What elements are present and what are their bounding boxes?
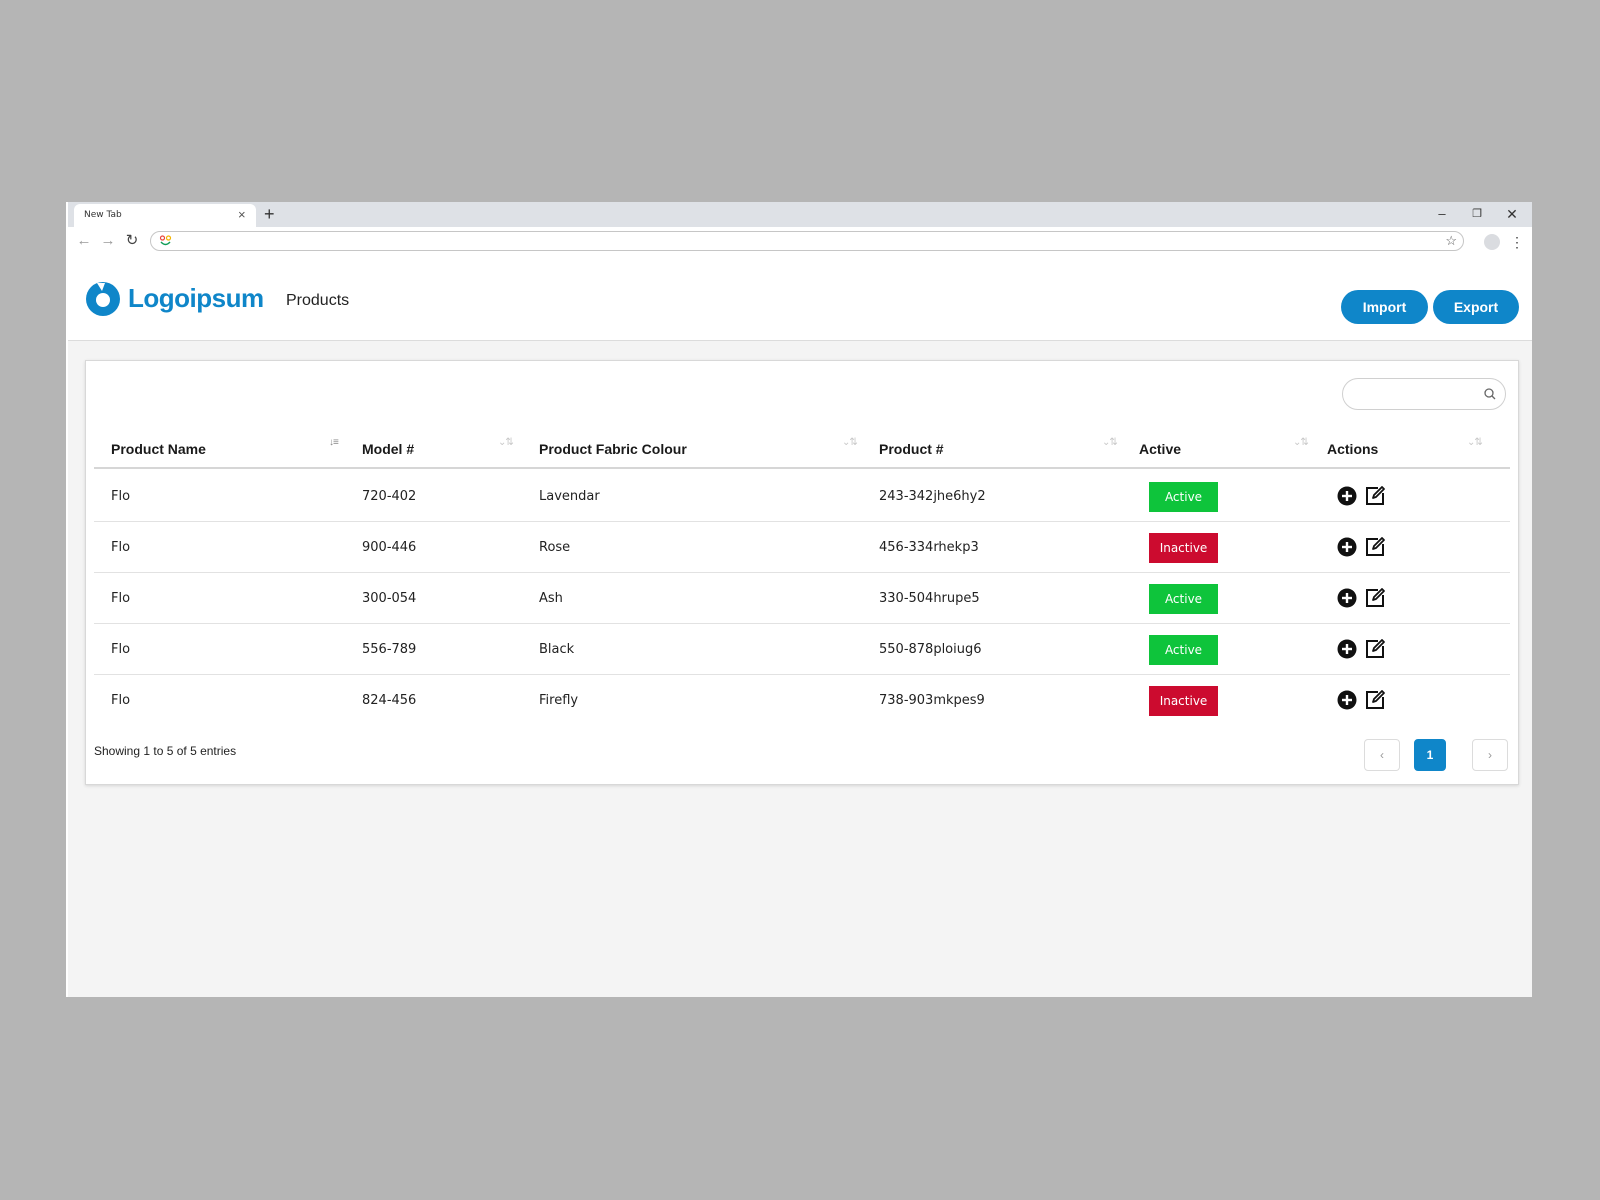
table-row: Flo 720-402 Lavendar 243-342jhe6hy2 Active [94,471,1510,522]
status-badge: Inactive [1149,686,1218,716]
profile-avatar-icon[interactable] [1484,234,1500,250]
column-header-active[interactable]: Active [1139,441,1182,457]
cell-product-number: 550-878ploiug6 [879,642,982,657]
export-button[interactable]: Export [1433,290,1519,324]
column-header-model[interactable]: Model # [362,441,415,457]
cell-fabric-colour: Black [539,642,575,657]
cell-product-name: Flo [111,540,131,555]
sort-icon[interactable]: ↓≡ [329,437,339,448]
add-circle-icon[interactable] [1337,486,1357,506]
edit-icon[interactable] [1364,689,1386,711]
browser-tab[interactable]: New Tab × [74,204,256,227]
sort-icon[interactable]: ⌄⇅ [842,437,858,448]
app-header: Logoipsum Products Import Export [68,257,1532,341]
pagination-prev-button[interactable]: ‹ [1364,739,1400,771]
sort-icon[interactable]: ⌄⇅ [1102,437,1118,448]
cell-product-number: 330-504hrupe5 [879,591,980,606]
tab-close-icon[interactable]: × [238,207,246,222]
search-icon[interactable] [1483,387,1497,401]
logo-icon [86,282,120,316]
import-button[interactable]: Import [1341,290,1428,324]
add-circle-icon[interactable] [1337,588,1357,608]
column-header-product-number[interactable]: Product # [879,441,944,457]
cell-model: 900-446 [362,540,417,555]
cell-fabric-colour: Ash [539,591,563,606]
bookmark-star-icon[interactable]: ☆ [1445,233,1457,248]
products-card: Product Name ↓≡ Model # ⌄⇅ Product Fabri… [85,360,1519,785]
edit-icon[interactable] [1364,587,1386,609]
cell-product-name: Flo [111,489,131,504]
status-badge: Active [1149,482,1218,512]
cell-product-number: 456-334rhekp3 [879,540,979,555]
table-row: Flo 556-789 Black 550-878ploiug6 Active [94,624,1510,675]
edit-icon[interactable] [1364,638,1386,660]
address-bar[interactable]: ☆ [150,231,1464,251]
cell-product-name: Flo [111,642,131,657]
entries-info: Showing 1 to 5 of 5 entries [94,744,237,758]
cell-fabric-colour: Lavendar [539,489,600,504]
browser-toolbar: ← → ↻ ☆ ⋮ [68,227,1532,257]
close-window-button[interactable]: ✕ [1506,206,1518,222]
sort-icon[interactable]: ⌄⇅ [498,437,514,448]
status-badge: Inactive [1149,533,1218,563]
edit-icon[interactable] [1364,485,1386,507]
tab-title: New Tab [84,210,122,220]
sort-icon[interactable]: ⌄⇅ [1293,437,1309,448]
cell-product-name: Flo [111,693,131,708]
table-header: Product Name ↓≡ Model # ⌄⇅ Product Fabri… [94,427,1510,469]
restore-button[interactable]: ❐ [1472,208,1482,220]
cell-model: 824-456 [362,693,417,708]
column-header-fabric-colour[interactable]: Product Fabric Colour [539,441,687,457]
cell-model: 720-402 [362,489,417,504]
status-badge: Active [1149,584,1218,614]
search-input[interactable] [1355,386,1475,402]
reload-button[interactable]: ↻ [125,232,139,249]
forward-button[interactable]: → [100,232,116,249]
pagination-next-button[interactable]: › [1472,739,1508,771]
cell-fabric-colour: Firefly [539,693,579,708]
table-row: Flo 300-054 Ash 330-504hrupe5 Active [94,573,1510,624]
column-header-product-name[interactable]: Product Name [111,441,206,457]
cell-fabric-colour: Rose [539,540,571,555]
new-tab-button[interactable]: + [264,204,275,224]
brand-name: Logoipsum [128,283,264,313]
browser-window: New Tab × + – ❐ ✕ ← → ↻ ☆ ⋮ Logoipsum [66,202,1532,997]
table-row: Flo 900-446 Rose 456-334rhekp3 Inactive [94,522,1510,573]
status-badge: Active [1149,635,1218,665]
site-info-icon[interactable] [159,234,173,248]
cell-model: 300-054 [362,591,417,606]
address-input[interactable] [179,234,1419,248]
add-circle-icon[interactable] [1337,537,1357,557]
pagination-page-1[interactable]: 1 [1414,739,1446,771]
sort-icon[interactable]: ⌄⇅ [1467,437,1483,448]
edit-icon[interactable] [1364,536,1386,558]
minimize-button[interactable]: – [1438,206,1446,221]
column-header-actions[interactable]: Actions [1327,441,1379,457]
tab-strip: New Tab × + – ❐ ✕ [68,202,1532,227]
cell-product-number: 243-342jhe6hy2 [879,489,986,504]
search-box[interactable] [1342,378,1506,410]
back-button[interactable]: ← [76,232,92,249]
cell-product-name: Flo [111,591,131,606]
page-title: Products [286,292,350,309]
add-circle-icon[interactable] [1337,690,1357,710]
browser-menu-icon[interactable]: ⋮ [1510,234,1524,250]
table-row: Flo 824-456 Firefly 738-903mkpes9 Inactive [94,675,1510,726]
cell-product-number: 738-903mkpes9 [879,693,985,708]
add-circle-icon[interactable] [1337,639,1357,659]
cell-model: 556-789 [362,642,417,657]
